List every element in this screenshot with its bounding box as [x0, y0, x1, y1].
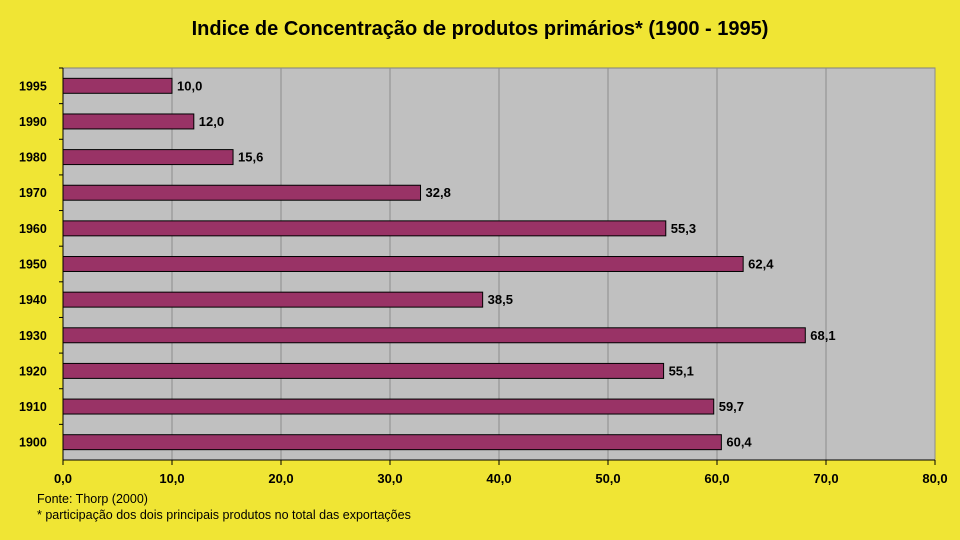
- bar: [62, 291, 484, 308]
- bar: [62, 434, 722, 451]
- bar-value-label: 32,8: [426, 185, 451, 200]
- bar: [62, 220, 667, 237]
- bar-value-label: 59,7: [719, 399, 744, 414]
- bar: [62, 398, 715, 415]
- bar: [62, 327, 806, 344]
- x-tick-label: 10,0: [159, 471, 184, 486]
- bar: [62, 184, 422, 201]
- x-tick-label: 60,0: [704, 471, 729, 486]
- y-category-label: 1910: [19, 400, 47, 414]
- y-category-label: 1990: [19, 115, 47, 129]
- x-tick-label: 30,0: [377, 471, 402, 486]
- bar-value-label: 60,4: [726, 435, 752, 450]
- bar-value-label: 55,3: [671, 221, 696, 236]
- bar-value-label: 15,6: [238, 150, 263, 165]
- asterisk-note: * participação dos dois principais produ…: [37, 508, 411, 522]
- y-category-label: 1900: [19, 436, 47, 450]
- bar-value-label: 68,1: [810, 328, 835, 343]
- y-category-label: 1920: [19, 364, 47, 378]
- bar: [62, 149, 234, 166]
- source-note: Fonte: Thorp (2000): [37, 492, 148, 506]
- y-category-label: 1930: [19, 329, 47, 343]
- y-category-label: 1970: [19, 186, 47, 200]
- y-category-label: 1980: [19, 151, 47, 165]
- bar-value-label: 12,0: [199, 114, 224, 129]
- y-category-label: 1995: [19, 79, 47, 93]
- x-tick-label: 40,0: [486, 471, 511, 486]
- bar: [62, 362, 665, 379]
- x-tick-label: 20,0: [268, 471, 293, 486]
- y-category-label: 1950: [19, 258, 47, 272]
- x-tick-label: 0,0: [54, 471, 72, 486]
- y-category-label: 1960: [19, 222, 47, 236]
- bar-value-label: 62,4: [748, 257, 774, 272]
- x-tick-label: 70,0: [813, 471, 838, 486]
- y-category-label: 1940: [19, 293, 47, 307]
- bar-value-label: 55,1: [669, 363, 694, 378]
- bar: [62, 113, 195, 130]
- x-tick-label: 50,0: [595, 471, 620, 486]
- bar: [62, 256, 744, 272]
- bar: [62, 77, 173, 94]
- x-tick-label: 80,0: [922, 471, 947, 486]
- bar-value-label: 38,5: [488, 292, 513, 307]
- chart-title: Indice de Concentração de produtos primá…: [191, 18, 769, 40]
- bar-value-label: 10,0: [177, 78, 202, 93]
